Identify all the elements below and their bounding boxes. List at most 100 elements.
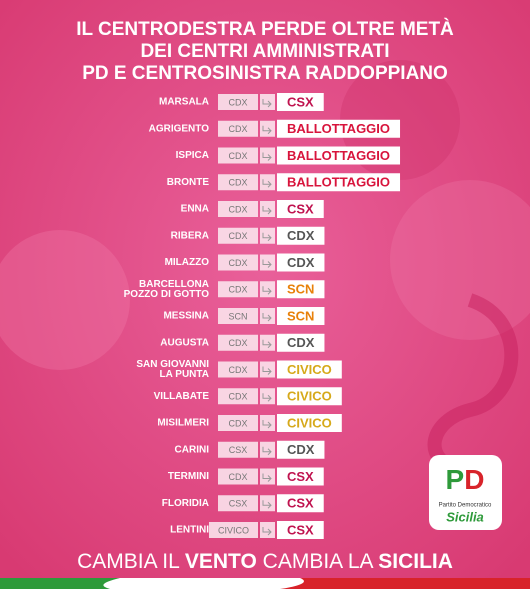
arrow: [262, 473, 272, 482]
arrow-box: [260, 441, 275, 458]
before: CDX: [228, 285, 247, 295]
city: MISILMERI: [157, 418, 209, 429]
before-box: [218, 147, 258, 164]
arrow-box: [260, 120, 275, 137]
arrow-box: [260, 522, 275, 538]
before: CDX: [228, 124, 247, 134]
logo: PD Partito Democratico Sicilia: [429, 455, 502, 530]
arrow: [262, 152, 272, 161]
before-box: [218, 254, 258, 271]
city: FLORIDIA: [162, 498, 209, 509]
before: CDX: [228, 418, 247, 428]
before: CDX: [228, 365, 247, 375]
after: BALLOTTAGGIO: [287, 148, 390, 163]
city: ISPICA: [176, 150, 209, 161]
city: SAN GIOVANNI: [136, 359, 209, 370]
after-box: [277, 387, 342, 406]
arrow-box: [260, 468, 275, 485]
arrow-box: [260, 281, 275, 298]
after-box: [277, 333, 325, 352]
city: BRONTE: [167, 177, 210, 188]
arrow: [262, 313, 272, 322]
before: CDX: [228, 204, 247, 214]
arrow: [262, 527, 272, 536]
city: LENTINI: [170, 525, 209, 536]
after-box: [277, 307, 325, 325]
before: CDX: [228, 178, 247, 188]
before-box: [218, 174, 258, 191]
logo-mark: PD: [446, 464, 485, 495]
title-line: DEI CENTRI AMMINISTRATI: [140, 41, 389, 62]
title-line: PD E CENTROSINISTRA RADDOPPIANO: [82, 63, 448, 84]
after: CIVICO: [287, 362, 332, 377]
arrow: [262, 206, 272, 215]
rows: MARSALA CDX CSX AGRIGENTO CDX BALLOTTAGGIO ISP…: [124, 93, 401, 539]
before: CDX: [228, 151, 247, 161]
title-line: IL CENTRODESTRA PERDE OLTRE METÀ: [76, 18, 454, 40]
before: CDX: [228, 472, 247, 482]
crowd-blur: [0, 230, 130, 370]
logo-party: Partito Democratico: [439, 503, 492, 509]
city: LA PUNTA: [160, 369, 209, 380]
after: BALLOTTAGGIO: [287, 175, 390, 190]
after-box: [277, 494, 324, 513]
arrow: [262, 259, 272, 268]
arrow: [262, 500, 272, 509]
logo-region: Sicilia: [446, 509, 484, 524]
city: ENNA: [181, 204, 209, 215]
after: SCN: [287, 282, 314, 297]
before-box: [218, 120, 258, 137]
before: CIVICO: [218, 525, 249, 535]
after: CDX: [287, 255, 315, 270]
arrow-box: [260, 174, 275, 191]
arrow-box: [260, 201, 275, 217]
city: AGRIGENTO: [149, 123, 210, 134]
after: CIVICO: [287, 415, 332, 430]
after-box: [277, 467, 324, 486]
arrow-box: [260, 254, 275, 271]
before-box: [218, 441, 258, 458]
arrow: [262, 420, 272, 429]
arrow: [262, 393, 272, 402]
before: CSX: [229, 445, 248, 455]
after-box: [277, 119, 401, 138]
arrow-box: [260, 495, 275, 512]
after-box: [277, 360, 342, 379]
after: CDX: [287, 442, 315, 457]
city: VILLABATE: [154, 391, 210, 402]
after-box: [277, 280, 325, 299]
after-box: [277, 440, 325, 459]
city: RIBERA: [171, 230, 209, 241]
before: CSX: [229, 499, 248, 509]
before: SCN: [228, 311, 247, 321]
after: CSX: [287, 496, 314, 511]
before: CDX: [228, 97, 247, 107]
after-box: [277, 521, 324, 539]
after-box: [277, 414, 342, 432]
city: AUGUSTA: [160, 337, 209, 348]
before-box: [218, 227, 258, 244]
before: CDX: [228, 231, 247, 241]
arrow: [262, 232, 272, 242]
after-box: [277, 173, 401, 192]
before-box: [218, 468, 258, 485]
before-box: [218, 361, 258, 378]
city: MARSALA: [159, 97, 209, 108]
before-box: [218, 281, 258, 298]
logo-box: [429, 455, 502, 530]
arrow-box: [260, 227, 275, 244]
arrow: [262, 339, 272, 349]
arrow: [262, 286, 272, 295]
city: CARINI: [175, 444, 210, 455]
ribbon: [427, 293, 519, 477]
city: MESSINA: [163, 311, 209, 322]
flag-red: [280, 578, 530, 589]
before: CDX: [228, 338, 247, 348]
after: CDX: [287, 228, 315, 243]
city: MILAZZO: [165, 257, 210, 268]
before-box: [218, 334, 258, 351]
after: CIVICO: [287, 389, 332, 404]
arrow-box: [260, 388, 275, 405]
